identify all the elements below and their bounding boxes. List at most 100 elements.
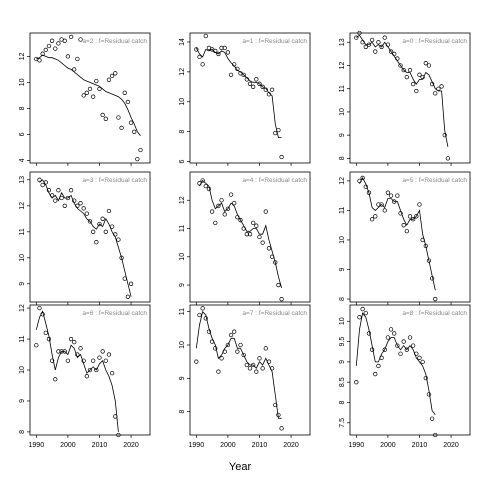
panel-frame bbox=[349, 304, 471, 436]
data-point bbox=[420, 359, 425, 365]
panel-9: a=8 : f=Residual catch 7.5 8 8.5 9 9.5 10 1990 2… bbox=[339, 304, 471, 449]
data-point bbox=[68, 188, 74, 193]
y-tick-label: 11 bbox=[179, 308, 186, 315]
data-point bbox=[128, 281, 134, 286]
data-point bbox=[369, 347, 375, 352]
data-point bbox=[257, 81, 262, 86]
data-point bbox=[363, 44, 368, 50]
data-point bbox=[37, 177, 42, 182]
data-point bbox=[122, 276, 127, 281]
data-point bbox=[216, 51, 221, 57]
data-point bbox=[81, 93, 86, 98]
x-tick-label: 2000 bbox=[220, 442, 236, 449]
y-tick-label: 12 bbox=[19, 202, 26, 210]
data-point bbox=[279, 426, 284, 431]
data-point bbox=[116, 432, 121, 438]
data-point bbox=[433, 432, 438, 438]
data-point bbox=[404, 228, 409, 234]
data-point bbox=[263, 209, 268, 214]
data-point bbox=[360, 175, 365, 181]
panel-4: a=1 : f=Residual catch 6 8 10 12 14 bbox=[179, 32, 311, 166]
data-point bbox=[373, 49, 378, 54]
data-point bbox=[43, 330, 48, 336]
data-point bbox=[423, 243, 428, 249]
data-point bbox=[100, 216, 105, 221]
data-point bbox=[135, 156, 140, 162]
y-tick-label: 6 bbox=[179, 159, 186, 163]
data-point bbox=[40, 51, 45, 56]
data-point bbox=[68, 34, 74, 40]
data-point bbox=[376, 202, 381, 207]
data-point bbox=[106, 352, 112, 357]
data-point bbox=[81, 358, 86, 363]
data-point bbox=[238, 217, 243, 223]
data-point bbox=[414, 214, 419, 219]
x-tick-label: 1990 bbox=[349, 442, 365, 449]
data-point bbox=[197, 181, 202, 186]
data-point bbox=[203, 33, 208, 39]
data-point bbox=[119, 125, 124, 131]
data-point bbox=[43, 180, 48, 185]
data-point bbox=[366, 190, 372, 195]
data-point bbox=[266, 359, 272, 364]
panel-frame bbox=[189, 171, 311, 303]
data-point bbox=[228, 332, 234, 338]
data-point bbox=[392, 199, 397, 204]
data-point bbox=[388, 193, 394, 198]
panel-7: a=0 : f=Residual catch 8 9 10 11 12 13 bbox=[339, 30, 471, 166]
data-point bbox=[113, 232, 118, 237]
y-tick-label: 12 bbox=[339, 177, 346, 185]
y-tick-label: 10 bbox=[339, 108, 346, 116]
data-point bbox=[49, 358, 55, 363]
data-point bbox=[97, 86, 102, 92]
fitted-line bbox=[39, 179, 132, 297]
data-point bbox=[235, 215, 240, 220]
data-point bbox=[241, 226, 246, 231]
y-tick-label: 12 bbox=[179, 68, 186, 76]
panel-label: a=6 : f=Residual catch bbox=[82, 310, 147, 317]
data-point bbox=[423, 61, 428, 66]
y-tick-label: 13 bbox=[19, 176, 26, 184]
data-point bbox=[260, 84, 265, 89]
data-point bbox=[46, 188, 52, 193]
data-point bbox=[429, 276, 435, 281]
data-point bbox=[366, 331, 372, 336]
data-point bbox=[392, 51, 397, 57]
y-tick-label: 9 bbox=[339, 133, 346, 137]
data-point bbox=[392, 331, 397, 336]
data-point bbox=[244, 77, 249, 82]
data-point bbox=[106, 77, 112, 82]
panel-label: a=3 : f=Residual catch bbox=[82, 177, 147, 184]
data-point bbox=[200, 178, 205, 183]
data-point bbox=[388, 49, 394, 54]
data-point bbox=[103, 358, 108, 363]
data-point bbox=[75, 203, 80, 208]
data-point bbox=[360, 306, 365, 312]
y-tick-label: 10 bbox=[339, 317, 346, 325]
x-tick-label: 1990 bbox=[29, 442, 45, 449]
data-point bbox=[213, 48, 218, 54]
y-tick-label: 8 bbox=[339, 156, 346, 160]
data-point bbox=[219, 356, 224, 361]
data-point bbox=[228, 72, 234, 77]
panel-3: a=6 : f=Residual catch 8 9 10 11 12 1990 2000 20… bbox=[19, 304, 151, 449]
x-tick-label: 2010 bbox=[412, 442, 428, 449]
data-point bbox=[401, 67, 406, 73]
data-point bbox=[46, 43, 52, 49]
y-tick-label: 9.5 bbox=[339, 337, 346, 347]
data-point bbox=[417, 355, 422, 360]
data-point bbox=[401, 339, 406, 344]
data-point bbox=[219, 198, 224, 203]
data-point bbox=[94, 240, 99, 245]
panel-frame bbox=[349, 171, 471, 303]
data-point bbox=[94, 367, 99, 373]
data-point bbox=[366, 42, 372, 47]
x-tick-label: 2020 bbox=[443, 442, 459, 449]
panel-frame bbox=[349, 32, 471, 164]
y-tick-label: 4 bbox=[19, 158, 26, 162]
data-point bbox=[62, 38, 67, 43]
data-point bbox=[53, 46, 58, 51]
data-point bbox=[125, 99, 131, 105]
data-point bbox=[360, 40, 365, 45]
data-point bbox=[426, 392, 432, 397]
